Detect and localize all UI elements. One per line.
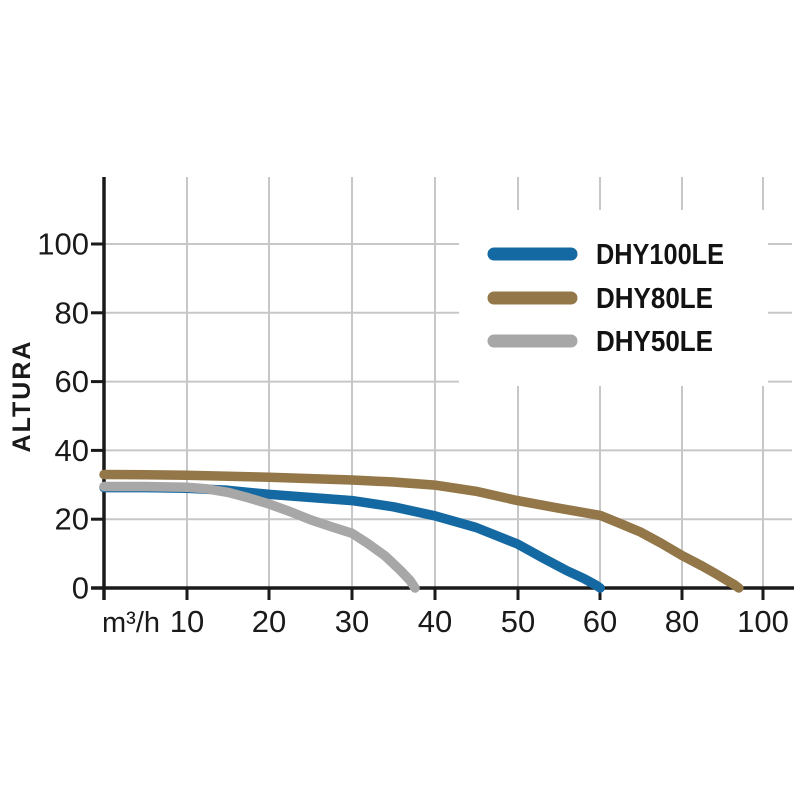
x-tick-80: 80 [665,604,699,639]
x-tick-40: 40 [418,604,452,639]
legend-label-dhy50le: DHY50LE [596,326,713,358]
axes [91,177,794,600]
x-tick-labels: m³/h 10 20 30 40 50 60 80 100 [102,604,789,639]
y-tick-100: 100 [37,227,89,262]
x-tick-50: 50 [501,604,535,639]
legend-label-dhy80le: DHY80LE [596,283,713,315]
legend: DHY100LE DHY80LE DHY50LE [487,239,724,358]
x-unit-label: m³/h [102,607,160,639]
pump-curves [99,469,744,593]
y-tick-labels: 0 20 40 60 80 100 [37,227,89,606]
x-tick-30: 30 [335,604,369,639]
y-tick-20: 20 [55,502,89,537]
y-axis-ticks [91,242,104,521]
x-tick-100: 100 [737,604,789,639]
curve-dhy50le [99,481,420,593]
y-axis-title: ALTURA [8,340,36,453]
y-tick-80: 80 [55,295,89,330]
y-tick-60: 60 [55,364,89,399]
x-axis-ticks [185,588,765,600]
y-tick-40: 40 [55,433,89,468]
legend-label-dhy100le: DHY100LE [596,239,724,271]
x-tick-20: 20 [252,604,286,639]
x-tick-60: 60 [583,604,617,639]
curve-dhy80le [99,469,744,593]
y-tick-0: 0 [72,571,89,606]
x-tick-10: 10 [170,604,204,639]
